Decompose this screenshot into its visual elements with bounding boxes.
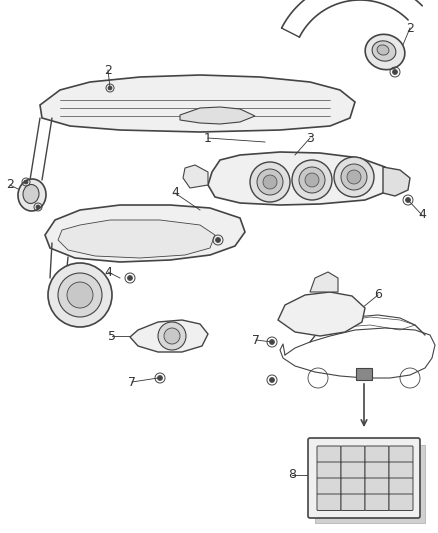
Circle shape <box>334 157 374 197</box>
Polygon shape <box>180 107 255 124</box>
Circle shape <box>164 328 180 344</box>
Circle shape <box>263 175 277 189</box>
FancyBboxPatch shape <box>365 462 389 479</box>
Text: 7: 7 <box>128 376 136 389</box>
FancyBboxPatch shape <box>317 494 341 511</box>
Text: 2: 2 <box>406 21 414 35</box>
Polygon shape <box>383 167 410 196</box>
Circle shape <box>341 164 367 190</box>
FancyBboxPatch shape <box>317 446 341 463</box>
Polygon shape <box>130 320 208 352</box>
Circle shape <box>127 276 133 280</box>
Ellipse shape <box>23 184 39 204</box>
FancyBboxPatch shape <box>365 478 389 495</box>
Circle shape <box>269 340 275 344</box>
Circle shape <box>215 238 220 243</box>
FancyBboxPatch shape <box>317 478 341 495</box>
Text: 2: 2 <box>104 63 112 77</box>
FancyBboxPatch shape <box>315 445 425 523</box>
Polygon shape <box>58 220 215 258</box>
Circle shape <box>347 170 361 184</box>
Ellipse shape <box>372 41 396 61</box>
FancyBboxPatch shape <box>365 446 389 463</box>
Text: 4: 4 <box>418 208 426 222</box>
Polygon shape <box>45 205 245 262</box>
FancyBboxPatch shape <box>389 446 413 463</box>
Circle shape <box>48 263 112 327</box>
FancyBboxPatch shape <box>365 494 389 511</box>
Text: 4: 4 <box>171 187 179 199</box>
Ellipse shape <box>365 34 405 70</box>
Circle shape <box>158 376 162 381</box>
FancyBboxPatch shape <box>341 478 365 495</box>
Circle shape <box>67 282 93 308</box>
Circle shape <box>292 160 332 200</box>
Circle shape <box>305 173 319 187</box>
Text: 6: 6 <box>374 288 382 302</box>
Text: 7: 7 <box>252 334 260 346</box>
Circle shape <box>108 86 112 90</box>
FancyBboxPatch shape <box>389 462 413 479</box>
FancyBboxPatch shape <box>341 494 365 511</box>
Circle shape <box>250 162 290 202</box>
Polygon shape <box>183 165 208 188</box>
Circle shape <box>257 169 283 195</box>
Polygon shape <box>278 292 365 336</box>
FancyBboxPatch shape <box>389 494 413 511</box>
Text: 1: 1 <box>204 132 212 144</box>
Polygon shape <box>40 75 355 132</box>
Circle shape <box>36 205 40 209</box>
Circle shape <box>406 198 410 203</box>
Ellipse shape <box>377 45 389 55</box>
Circle shape <box>58 273 102 317</box>
FancyBboxPatch shape <box>389 478 413 495</box>
Ellipse shape <box>18 179 46 211</box>
Circle shape <box>392 69 398 75</box>
Circle shape <box>158 322 186 350</box>
Polygon shape <box>208 152 390 205</box>
Text: 4: 4 <box>104 265 112 279</box>
FancyBboxPatch shape <box>341 462 365 479</box>
Text: 2: 2 <box>6 179 14 191</box>
Circle shape <box>24 180 28 184</box>
Text: 5: 5 <box>108 329 116 343</box>
FancyBboxPatch shape <box>356 368 372 380</box>
FancyBboxPatch shape <box>308 438 420 518</box>
FancyBboxPatch shape <box>341 446 365 463</box>
Text: 8: 8 <box>288 469 296 481</box>
Circle shape <box>299 167 325 193</box>
FancyBboxPatch shape <box>317 462 341 479</box>
Text: 3: 3 <box>306 132 314 144</box>
Circle shape <box>269 377 275 383</box>
Polygon shape <box>310 272 338 292</box>
